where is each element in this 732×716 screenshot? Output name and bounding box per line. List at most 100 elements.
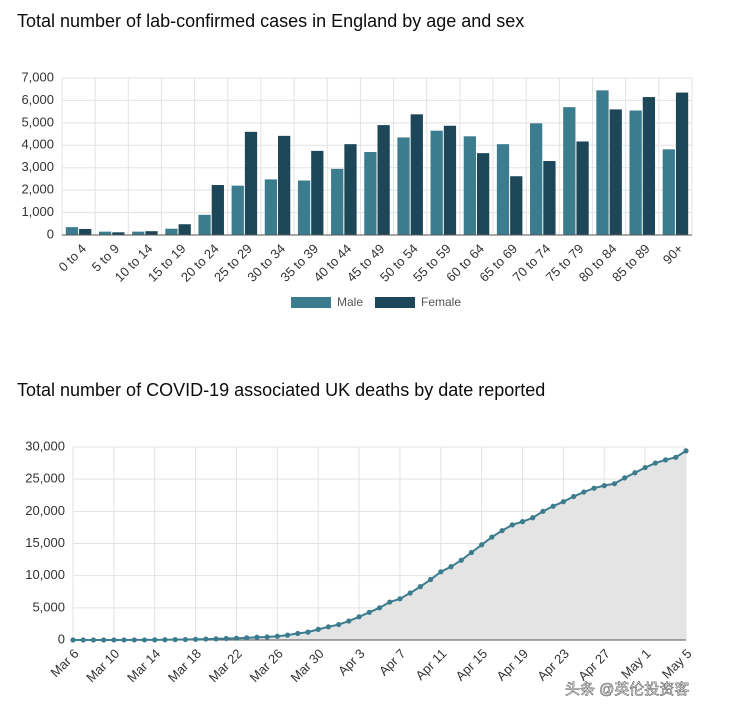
y-tick-label: 4,000 (21, 137, 54, 152)
bar (476, 153, 490, 235)
point (438, 569, 444, 575)
bar (211, 184, 224, 235)
area (73, 450, 686, 640)
bar (264, 179, 278, 235)
point (305, 629, 311, 635)
bar (165, 228, 178, 235)
bar (629, 110, 642, 235)
chart-title: Total number of COVID-19 associated UK d… (17, 380, 545, 400)
bar (178, 224, 191, 235)
x-tick-label: Apr 15 (453, 646, 491, 684)
point (397, 596, 403, 602)
chart-title: Total number of lab-confirmed cases in E… (17, 11, 524, 31)
point (652, 460, 658, 466)
point (427, 576, 434, 583)
point (284, 632, 291, 638)
point (601, 483, 607, 489)
bar (311, 150, 324, 235)
point (407, 590, 413, 596)
point (152, 637, 158, 643)
point (622, 475, 628, 481)
bar (596, 90, 609, 235)
x-tick-label: Apr 3 (335, 646, 368, 679)
bar (675, 92, 689, 235)
point (162, 637, 168, 643)
point (448, 564, 454, 570)
point (70, 637, 76, 643)
bar (145, 231, 158, 235)
point (632, 470, 638, 476)
bar (377, 125, 390, 235)
point (193, 636, 199, 642)
point (101, 637, 107, 643)
point (387, 599, 393, 605)
bar (331, 168, 344, 235)
point (519, 519, 526, 525)
bar (112, 232, 125, 235)
point (264, 634, 270, 640)
x-tick-label: Apr 19 (493, 646, 531, 684)
point (325, 624, 332, 630)
point (468, 549, 475, 556)
y-tick-label: 0 (47, 226, 54, 241)
x-tick-label: Mar 18 (165, 646, 204, 685)
bar (344, 144, 357, 235)
bar (510, 176, 523, 235)
x-tick-label: 0 to 4 (56, 241, 90, 275)
bar (65, 227, 79, 235)
bar (609, 109, 622, 235)
point (581, 489, 587, 495)
bar (642, 97, 656, 235)
bar (563, 107, 576, 235)
x-tick-label: Mar 10 (83, 646, 122, 685)
x-tick-label: Apr 27 (575, 646, 613, 684)
legend-label: Male (337, 295, 363, 309)
x-tick-label: Apr 11 (412, 646, 449, 683)
bar (576, 141, 589, 235)
point (336, 621, 342, 628)
point (121, 637, 127, 643)
point (591, 485, 597, 491)
bar (98, 231, 112, 235)
y-tick-label: 1,000 (21, 204, 54, 219)
point (274, 633, 280, 639)
x-tick-label: May 5 (659, 646, 695, 682)
y-tick-label: 30,000 (25, 438, 65, 453)
y-tick-label: 5,000 (32, 599, 65, 614)
y-tick-label: 2,000 (21, 182, 54, 197)
point (182, 636, 188, 643)
point (203, 636, 209, 642)
point (417, 584, 423, 590)
point (111, 637, 117, 643)
point (356, 614, 362, 620)
bar (530, 123, 543, 235)
bar (364, 152, 377, 235)
point (458, 557, 464, 563)
y-tick-label: 25,000 (25, 471, 65, 486)
bar (430, 130, 443, 235)
legend-swatch (375, 297, 415, 308)
point (479, 542, 485, 548)
watermark: 头条 @英伦投资客 (565, 680, 689, 698)
y-tick-label: 5,000 (21, 114, 54, 129)
bar (662, 149, 675, 235)
bar (79, 228, 92, 235)
bar (231, 185, 244, 235)
point (223, 635, 229, 642)
point (90, 637, 97, 643)
point (376, 605, 383, 611)
point (662, 457, 669, 463)
point (540, 508, 546, 514)
point (673, 454, 679, 460)
x-tick-label: Mar 6 (47, 646, 81, 680)
point (560, 499, 567, 505)
point (489, 534, 495, 540)
point (642, 464, 648, 471)
point (131, 637, 137, 643)
point (530, 515, 536, 521)
bar (278, 135, 291, 235)
legend-label: Female (421, 295, 461, 309)
point (611, 481, 618, 487)
point (295, 630, 301, 637)
